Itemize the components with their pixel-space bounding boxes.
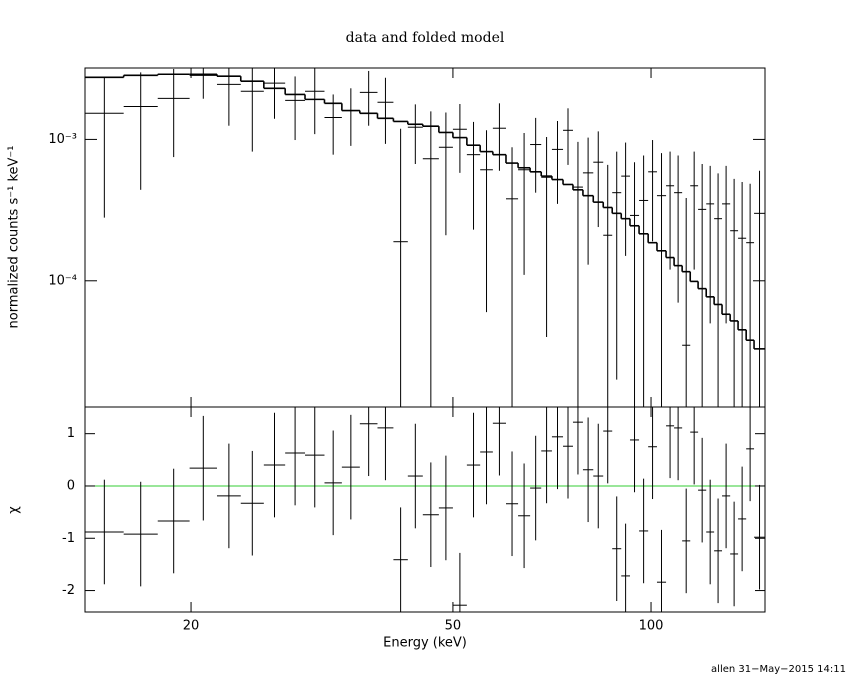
x-tick-label: 20 xyxy=(183,619,200,634)
plot-frame xyxy=(84,67,766,408)
y-axis-label: normalized counts s⁻¹ keV⁻¹ xyxy=(7,146,22,329)
y-tick-label: 10⁻⁴ xyxy=(48,273,77,288)
y-tick-label: 0 xyxy=(67,478,75,493)
residual-panel xyxy=(85,407,765,612)
y-tick-label: -1 xyxy=(62,531,75,546)
x-axis-label: Energy (keV) xyxy=(383,636,467,651)
footer: allen 31−May−2015 14:11 xyxy=(711,664,846,675)
top-panel xyxy=(85,68,765,407)
plot-frame xyxy=(84,406,766,613)
y-axis-label: χ xyxy=(7,506,22,514)
x-tick-label: 50 xyxy=(445,619,462,634)
y-tick-label: 1 xyxy=(67,426,75,441)
x-tick-label: 100 xyxy=(639,619,664,634)
y-tick-label: -2 xyxy=(62,583,75,598)
y-tick-label: 10⁻³ xyxy=(48,132,77,147)
chart-title: data and folded model xyxy=(346,30,505,46)
